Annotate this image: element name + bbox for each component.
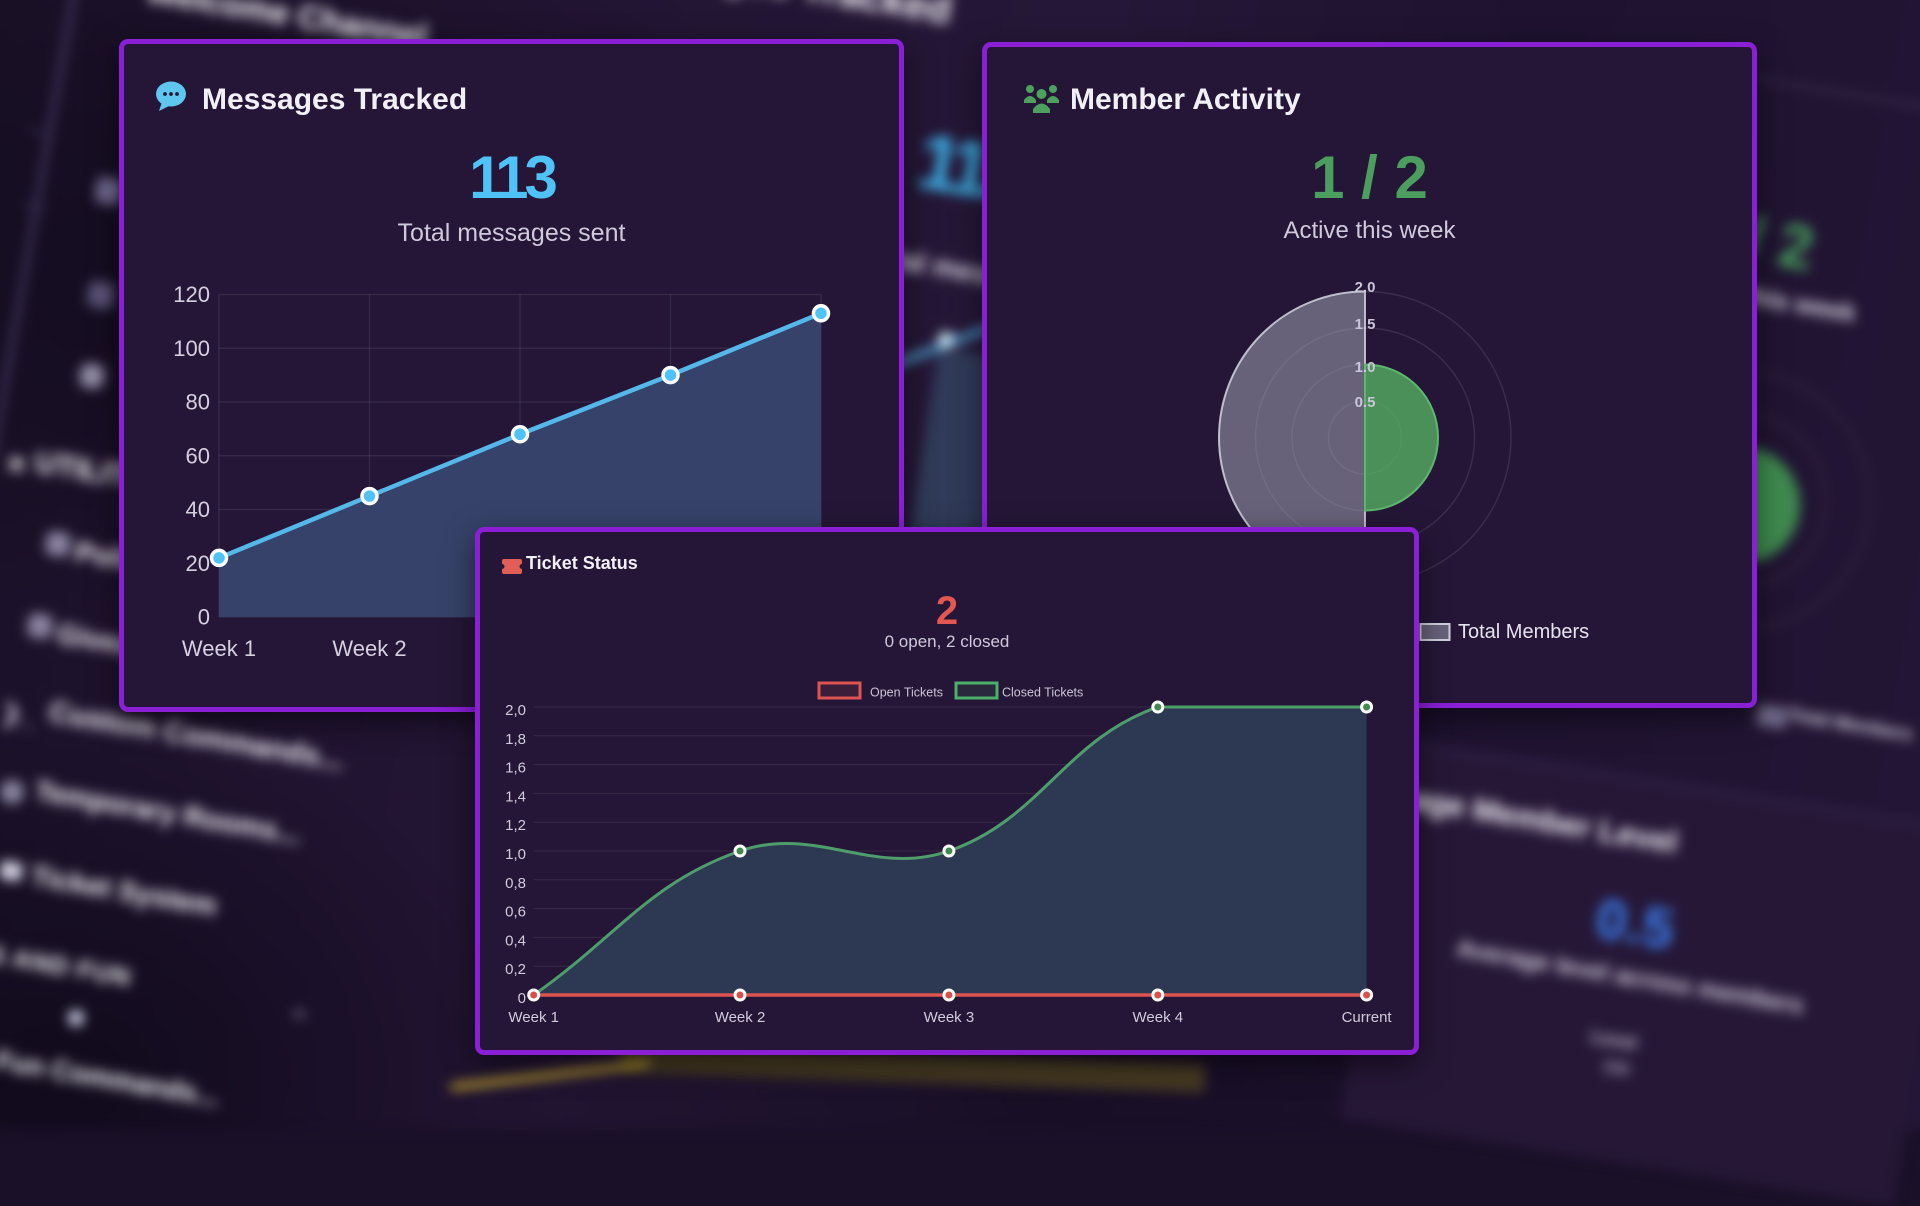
svg-text:0.5: 0.5 [1355, 394, 1376, 411]
svg-text:0,6: 0,6 [505, 904, 526, 921]
svg-text:Closed Tickets: Closed Tickets [1002, 686, 1083, 700]
svg-text:60: 60 [186, 444, 210, 469]
svg-text:100: 100 [173, 336, 210, 361]
svg-text:Week 1: Week 1 [182, 636, 256, 661]
svg-text:0,4: 0,4 [505, 932, 526, 949]
svg-text:0,2: 0,2 [505, 961, 526, 978]
svg-text:Week 4: Week 4 [1133, 1009, 1184, 1026]
svg-text:Week 2: Week 2 [715, 1009, 766, 1026]
svg-text:1,4: 1,4 [505, 788, 526, 805]
svg-text:120: 120 [173, 282, 210, 307]
svg-text:Week 3: Week 3 [924, 1009, 975, 1026]
svg-text:1,6: 1,6 [505, 760, 526, 777]
svg-text:1,2: 1,2 [505, 817, 526, 834]
svg-text:1,8: 1,8 [505, 731, 526, 748]
svg-text:Total Members: Total Members [1458, 621, 1589, 643]
svg-text:2.0: 2.0 [1355, 279, 1376, 296]
svg-text:Week 2: Week 2 [332, 636, 406, 661]
svg-text:1.0: 1.0 [1355, 359, 1376, 376]
svg-text:2,0: 2,0 [505, 702, 526, 719]
svg-text:20: 20 [186, 551, 210, 576]
svg-text:1,0: 1,0 [505, 846, 526, 863]
svg-text:Week 1: Week 1 [508, 1009, 559, 1026]
svg-text:Current: Current [1342, 1009, 1393, 1026]
svg-text:1.5: 1.5 [1355, 316, 1376, 333]
svg-text:0: 0 [518, 990, 526, 1007]
svg-text:80: 80 [186, 390, 210, 415]
svg-text:Open Tickets: Open Tickets [870, 686, 943, 700]
svg-text:0,8: 0,8 [505, 875, 526, 892]
svg-text:40: 40 [186, 497, 210, 522]
svg-text:0: 0 [198, 605, 210, 630]
